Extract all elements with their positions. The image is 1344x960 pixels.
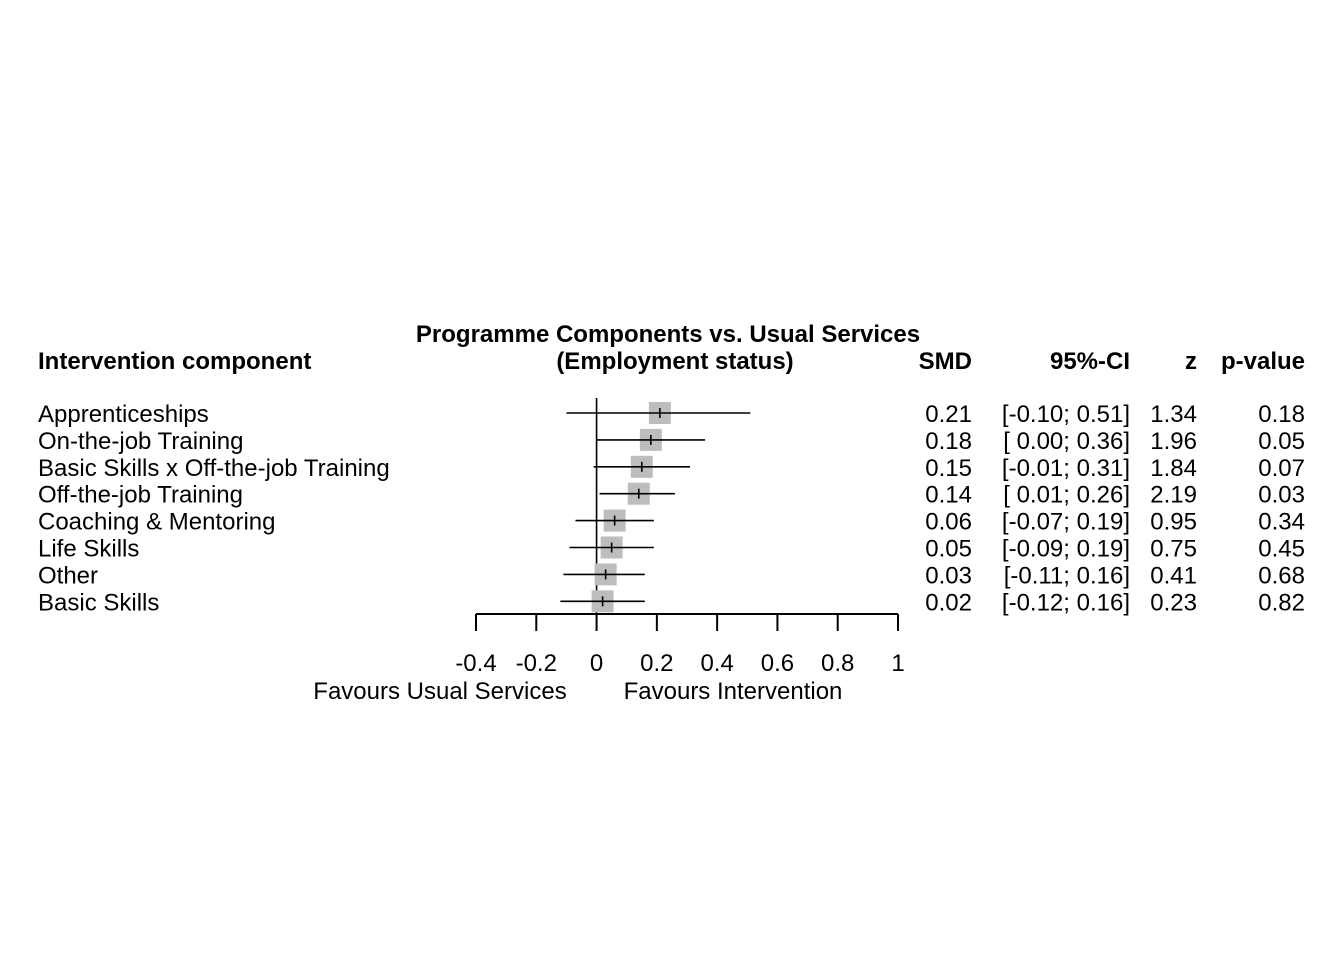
- x-tick-label: -0.2: [516, 650, 557, 677]
- row-z-value: 0.95: [1150, 509, 1197, 536]
- row-smd-value: 0.14: [925, 482, 972, 509]
- row-smd-value: 0.02: [925, 589, 972, 616]
- row-label: Other: [38, 562, 98, 589]
- x-axis: -0.4 -0.2 0 0.2 0.4 0.6 0.8 1: [455, 613, 905, 677]
- column-header-ci: 95%-CI: [1050, 348, 1130, 375]
- row-label: Apprenticeships: [38, 401, 209, 428]
- chart-title-line1: Programme Components vs. Usual Services: [416, 321, 920, 348]
- x-tick-label: 0.4: [700, 650, 733, 677]
- row-p-value: 0.68: [1258, 562, 1305, 589]
- row-ci-value: [-0.07; 0.19]: [1002, 509, 1130, 536]
- x-tick-label: 0.8: [821, 650, 854, 677]
- row-ci-value: [-0.12; 0.16]: [1002, 589, 1130, 616]
- x-tick-label: -0.4: [455, 650, 496, 677]
- row-smd-value: 0.15: [925, 455, 972, 482]
- row-smd-value: 0.21: [925, 401, 972, 428]
- row-label: Coaching & Mentoring: [38, 509, 275, 536]
- row-label: Off-the-job Training: [38, 482, 243, 509]
- row-z-value: 1.84: [1150, 455, 1197, 482]
- x-tick-label: 1: [891, 650, 904, 677]
- row-label: Life Skills: [38, 536, 139, 563]
- row-ci-value: [-0.10; 0.51]: [1002, 401, 1130, 428]
- row-p-value: 0.07: [1258, 455, 1305, 482]
- row-z-value: 0.23: [1150, 589, 1197, 616]
- column-header-smd: SMD: [919, 348, 972, 375]
- row-p-value: 0.03: [1258, 482, 1305, 509]
- row-ci-value: [ 0.00; 0.36]: [1003, 428, 1130, 455]
- x-tick-label: 0.2: [640, 650, 673, 677]
- row-smd-value: 0.03: [925, 562, 972, 589]
- column-header-z: z: [1185, 348, 1197, 375]
- row-ci-value: [-0.09; 0.19]: [1002, 536, 1130, 563]
- study-rows: Apprenticeships 0.21 [-0.10; 0.51] 1.34 0.18…: [38, 401, 1305, 616]
- row-z-value: 0.41: [1150, 562, 1197, 589]
- row-ci-value: [-0.01; 0.31]: [1002, 455, 1130, 482]
- row-ci-value: [ 0.01; 0.26]: [1003, 482, 1130, 509]
- row-p-value: 0.05: [1258, 428, 1305, 455]
- row-smd-value: 0.05: [925, 536, 972, 563]
- row-z-value: 1.96: [1150, 428, 1197, 455]
- row-p-value: 0.18: [1258, 401, 1305, 428]
- row-p-value: 0.45: [1258, 536, 1305, 563]
- row-smd-value: 0.06: [925, 509, 972, 536]
- row-label: Basic Skills: [38, 589, 159, 616]
- chart-title-line2: (Employment status): [556, 348, 793, 375]
- effect-marks: [560, 398, 751, 614]
- row-p-value: 0.34: [1258, 509, 1305, 536]
- row-smd-value: 0.18: [925, 428, 972, 455]
- row-p-value: 0.82: [1258, 589, 1305, 616]
- row-label: On-the-job Training: [38, 428, 243, 455]
- column-header-p: p-value: [1221, 348, 1305, 375]
- column-header-label: Intervention component: [38, 348, 311, 375]
- row-label: Basic Skills x Off-the-job Training: [38, 455, 390, 482]
- x-tick-label: 0: [590, 650, 603, 677]
- x-tick-label: 0.6: [761, 650, 794, 677]
- favours-left-label: Favours Usual Services: [313, 678, 566, 705]
- row-z-value: 0.75: [1150, 536, 1197, 563]
- favours-right-label: Favours Intervention: [624, 678, 843, 705]
- row-z-value: 1.34: [1150, 401, 1197, 428]
- row-ci-value: [-0.11; 0.16]: [1004, 562, 1130, 589]
- row-z-value: 2.19: [1150, 482, 1197, 509]
